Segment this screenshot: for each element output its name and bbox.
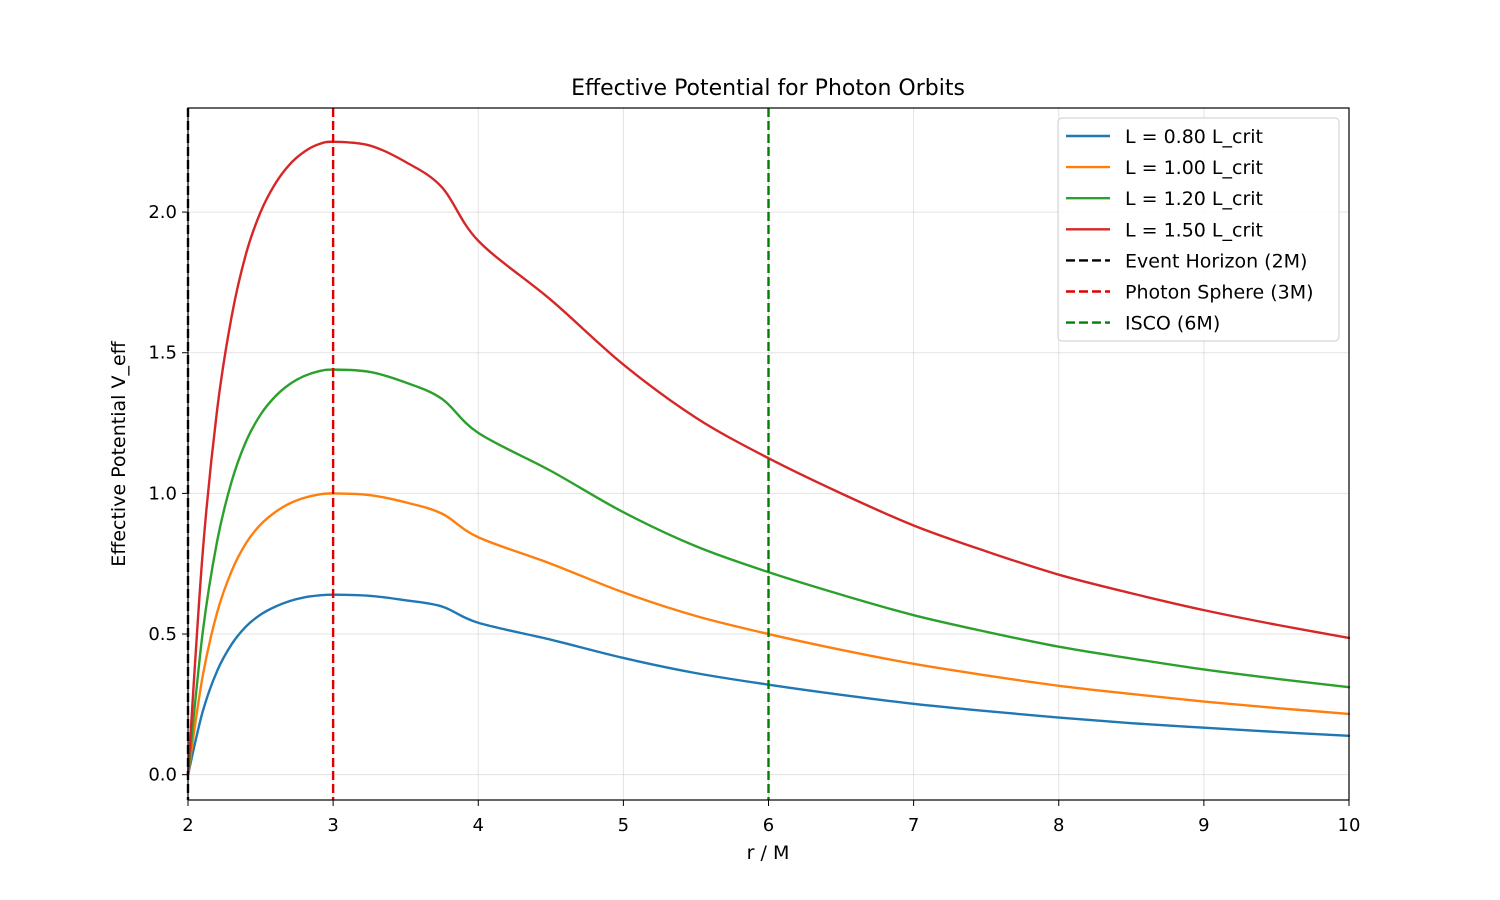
legend-label-4: L = 1.50 L_crit — [1125, 219, 1263, 241]
x-tick-label: 6 — [763, 815, 774, 836]
legend-label-7: ISCO (6M) — [1125, 313, 1220, 335]
x-tick-label: 9 — [1198, 815, 1209, 836]
x-tick-label: 10 — [1338, 815, 1361, 836]
legend-label-1: L = 0.80 L_crit — [1125, 126, 1263, 148]
x-tick-label: 7 — [908, 815, 919, 836]
y-tick-label: 0.0 — [148, 765, 177, 786]
y-tick-label: 2.0 — [148, 202, 177, 223]
series-line-4 — [186, 140, 1351, 776]
legend-label-3: L = 1.20 L_crit — [1125, 188, 1263, 210]
x-tick-label: 3 — [327, 815, 338, 836]
x-axis-ticks: 2 3 4 5 6 7 8 9 10 — [182, 800, 1360, 836]
x-tick-label: 4 — [473, 815, 484, 836]
y-tick-label: 0.5 — [148, 624, 177, 645]
y-axis-title: Effective Potential V_eff — [108, 340, 130, 566]
legend-box — [1057, 117, 1340, 342]
legend-label-5: Event Horizon (2M) — [1125, 250, 1307, 272]
x-tick-label: 2 — [182, 815, 193, 836]
series-layer — [186, 140, 1351, 776]
x-tick-label: 5 — [618, 815, 629, 836]
y-tick-label: 1.5 — [148, 343, 177, 364]
y-axis-ticks: 0.0 0.5 1.0 1.5 2.0 — [148, 202, 188, 786]
legend-label-6: Photon Sphere (3M) — [1125, 282, 1314, 304]
legend: L = 0.80 L_crit L = 1.00 L_crit L = 1.20 L… — [1057, 117, 1340, 342]
chart-title: Effective Potential for Photon Orbits — [571, 76, 965, 101]
series-line-1 — [186, 593, 1351, 776]
x-axis-title: r / M — [747, 842, 790, 864]
y-tick-label: 1.0 — [148, 483, 177, 504]
legend-label-2: L = 1.00 L_crit — [1125, 157, 1263, 179]
x-tick-label: 8 — [1053, 815, 1064, 836]
series-line-2 — [186, 492, 1351, 776]
series-line-3 — [186, 368, 1351, 776]
